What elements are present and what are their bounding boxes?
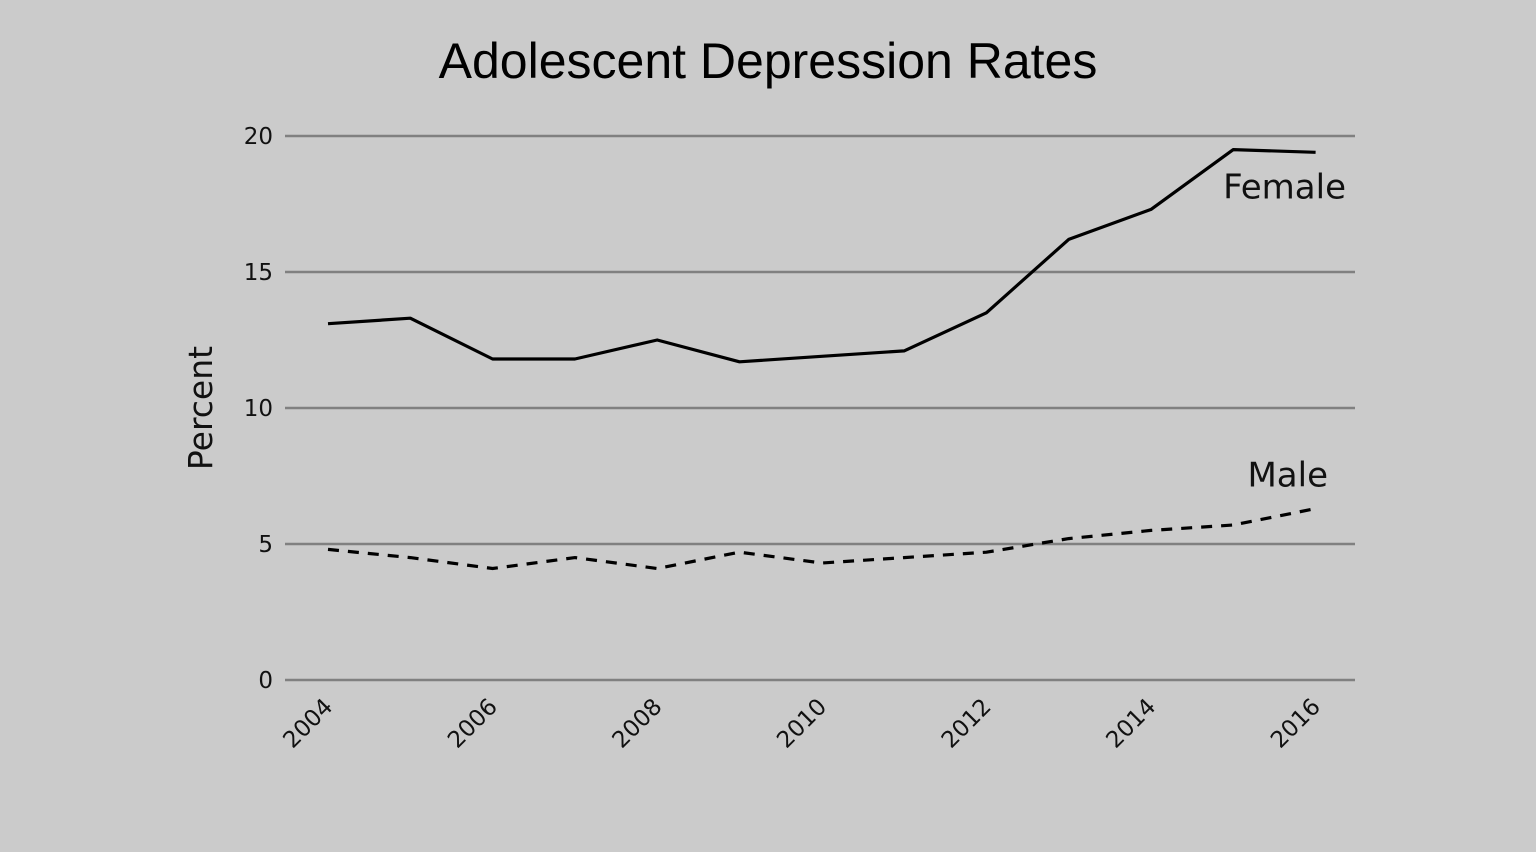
x-axis-ticks: 2004 2006 2008 2010 2012 2014 2016 <box>278 694 1325 754</box>
x-tick-label: 2012 <box>937 694 997 754</box>
series-label-male: Male <box>1247 456 1328 496</box>
x-tick-label: 2016 <box>1266 694 1326 754</box>
x-tick-label: 2004 <box>278 694 338 754</box>
y-tick-label: 0 <box>258 668 273 694</box>
x-tick-label: 2014 <box>1101 694 1161 754</box>
y-tick-label: 5 <box>258 532 273 558</box>
y-tick-label: 10 <box>244 396 273 422</box>
series-line-female <box>327 148 1316 364</box>
chart-title: Adolescent Depression Rates <box>439 33 1098 89</box>
series-lines <box>327 148 1316 571</box>
gridlines <box>285 134 1355 682</box>
x-tick-label: 2006 <box>443 694 503 754</box>
y-axis-label: Percent <box>181 346 220 470</box>
series-line-male <box>327 507 1316 571</box>
y-axis-ticks: 0 5 10 15 20 <box>244 124 273 694</box>
y-tick-label: 20 <box>244 124 273 150</box>
series-labels: Female Male <box>1223 167 1346 495</box>
x-tick-label: 2010 <box>772 694 832 754</box>
y-tick-label: 15 <box>244 260 273 286</box>
x-tick-label: 2008 <box>608 694 668 754</box>
series-label-female: Female <box>1223 167 1346 207</box>
